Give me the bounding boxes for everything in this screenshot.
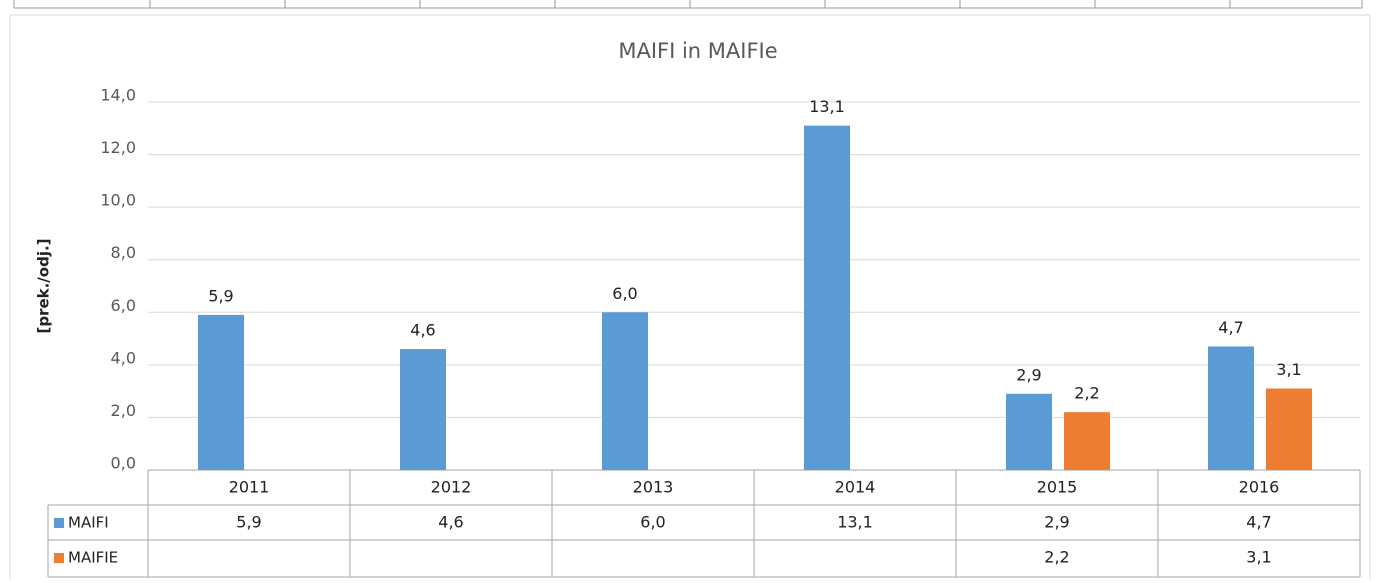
x-tick-label: 2014 [835,478,876,497]
y-tick-label: 4,0 [111,348,136,367]
bar [804,125,850,471]
data-label: 2,2 [1074,384,1099,403]
bar [1064,412,1110,470]
bar [1006,393,1052,470]
y-tick-label: 14,0 [100,86,136,105]
y-tick-label: 2,0 [111,401,136,420]
y-tick-label: 10,0 [100,191,136,210]
data-label: 13,1 [809,97,845,116]
table-cell: 2,9 [1044,513,1069,532]
y-tick-label: 0,0 [111,454,136,473]
x-tick-label: 2015 [1037,478,1078,497]
chart-title: MAIFI in MAIFIe [618,39,777,63]
table-cell: 13,1 [837,513,873,532]
table-cell: 2,2 [1044,548,1069,567]
y-tick-label: 6,0 [111,296,136,315]
x-tick-label: 2012 [431,478,472,497]
bar [198,314,244,470]
y-tick-label: 8,0 [111,243,136,262]
table-cell: 5,9 [236,513,261,532]
top-table-fragment [13,0,1363,9]
bar [400,349,446,470]
table-cell: 4,6 [438,513,463,532]
data-label: 4,7 [1218,318,1243,337]
data-label: 4,6 [410,321,435,340]
legend-swatch [54,518,64,528]
table-cell: 4,7 [1246,513,1271,532]
table-cell: 3,1 [1246,548,1271,567]
y-tick-label: 12,0 [100,138,136,157]
y-axis-label: [prek./odj.] [35,238,53,333]
x-tick-label: 2011 [229,478,270,497]
bar [602,312,648,470]
x-tick-label: 2016 [1239,478,1280,497]
data-label: 5,9 [208,286,233,305]
data-label: 6,0 [612,284,637,303]
x-tick-label: 2013 [633,478,674,497]
data-label: 2,9 [1016,365,1041,384]
data-label: 3,1 [1276,360,1301,379]
legend-label: MAIFI [68,514,109,532]
chart-frame [9,14,1371,583]
bar [1208,346,1254,470]
legend-swatch [54,553,64,563]
bar [1266,388,1312,470]
legend-label: MAIFIE [68,549,118,567]
table-cell: 6,0 [640,513,665,532]
